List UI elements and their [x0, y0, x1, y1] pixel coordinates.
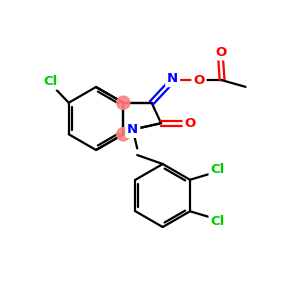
Text: N: N: [127, 123, 138, 136]
Text: Cl: Cl: [211, 163, 225, 176]
Circle shape: [117, 96, 130, 110]
Circle shape: [126, 123, 139, 136]
Text: O: O: [184, 117, 196, 130]
Text: N: N: [167, 72, 178, 85]
Text: O: O: [194, 74, 205, 87]
Circle shape: [117, 128, 130, 141]
Text: Cl: Cl: [43, 75, 57, 88]
Text: O: O: [215, 46, 226, 59]
Text: Cl: Cl: [211, 215, 225, 228]
